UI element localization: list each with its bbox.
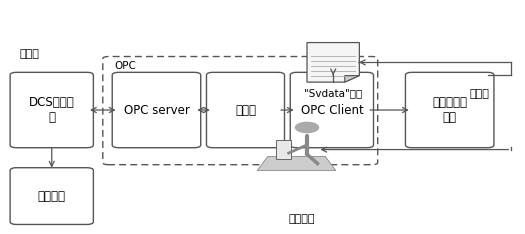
FancyBboxPatch shape (10, 72, 93, 148)
Text: DCS控制系
统: DCS控制系 统 (29, 96, 75, 124)
Polygon shape (276, 140, 291, 159)
Text: 开停工导航
系统: 开停工导航 系统 (432, 96, 467, 124)
Polygon shape (345, 76, 360, 82)
FancyBboxPatch shape (10, 168, 93, 224)
Text: 实验人员: 实验人员 (289, 214, 315, 224)
FancyBboxPatch shape (206, 72, 285, 148)
FancyBboxPatch shape (405, 72, 494, 148)
Text: 被控方: 被控方 (19, 49, 39, 59)
Circle shape (296, 122, 319, 133)
FancyBboxPatch shape (112, 72, 201, 148)
Text: OPC Client: OPC Client (300, 103, 363, 117)
Text: 控制方: 控制方 (470, 89, 490, 99)
Text: OPC server: OPC server (123, 103, 190, 117)
Text: "Svdata"文件: "Svdata"文件 (304, 88, 362, 98)
Text: OPC: OPC (114, 61, 136, 71)
Text: 控制站: 控制站 (235, 103, 256, 117)
FancyBboxPatch shape (290, 72, 373, 148)
Polygon shape (307, 43, 360, 82)
Polygon shape (257, 157, 336, 171)
Text: 化工装置: 化工装置 (38, 190, 66, 203)
